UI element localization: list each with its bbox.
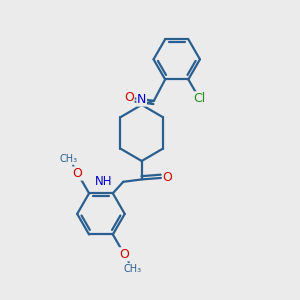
Text: O: O: [119, 248, 129, 261]
Text: N: N: [137, 93, 146, 106]
Text: O: O: [124, 92, 134, 104]
Text: O: O: [73, 167, 82, 180]
Text: NH: NH: [95, 175, 113, 188]
Text: CH₃: CH₃: [60, 154, 78, 164]
Text: CH₃: CH₃: [124, 264, 142, 274]
Text: O: O: [163, 171, 172, 184]
Text: Cl: Cl: [193, 92, 206, 105]
